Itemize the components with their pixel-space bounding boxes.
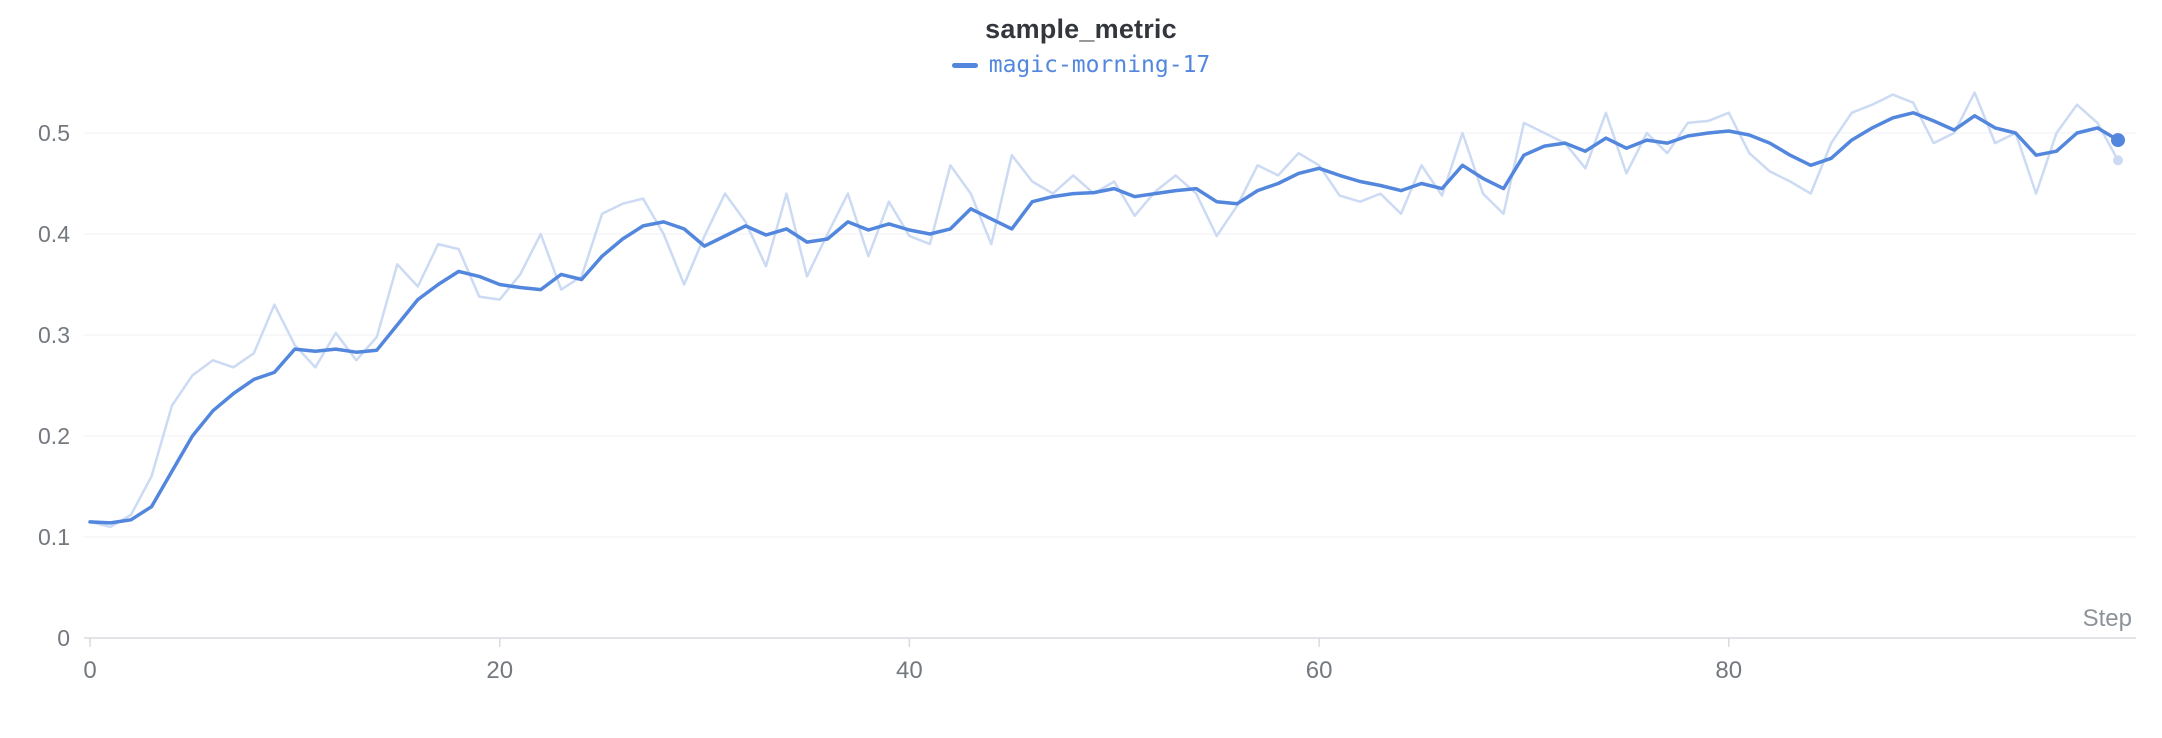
- chart-canvas[interactable]: 0 0.1 0.2 0.3 0.4 0.5 0 20 40 60 80 Step: [0, 88, 2162, 692]
- x-tick-label: 20: [486, 657, 513, 684]
- chart-title: sample_metric: [985, 14, 1177, 44]
- x-tick-label: 40: [896, 657, 923, 684]
- series-line-raw: [88, 91, 2120, 529]
- y-tick-label: 0.4: [38, 221, 70, 247]
- series-end-dot-raw: [2113, 155, 2123, 166]
- legend-swatch: [951, 62, 978, 68]
- legend-item[interactable]: magic-morning-17: [951, 52, 1211, 78]
- legend-label: magic-morning-17: [988, 52, 1211, 78]
- legend: magic-morning-17: [0, 50, 2162, 80]
- x-tick-label: 0: [83, 657, 96, 684]
- y-tick-label: 0.1: [38, 524, 70, 550]
- y-tick-label: 0.3: [38, 322, 70, 348]
- series-end-dot-smoothed: [2111, 133, 2125, 148]
- chart-header: sample_metric magic-morning-17: [0, 0, 2162, 80]
- series-line-smoothed: [88, 111, 2120, 525]
- y-tick-label: 0.2: [38, 423, 70, 449]
- x-tick-label: 60: [1306, 657, 1333, 684]
- x-tick-label: 80: [1715, 657, 1742, 684]
- y-tick-label: 0.5: [38, 120, 70, 146]
- y-tick-label: 0: [57, 625, 70, 651]
- x-axis-label: Step: [2083, 605, 2132, 632]
